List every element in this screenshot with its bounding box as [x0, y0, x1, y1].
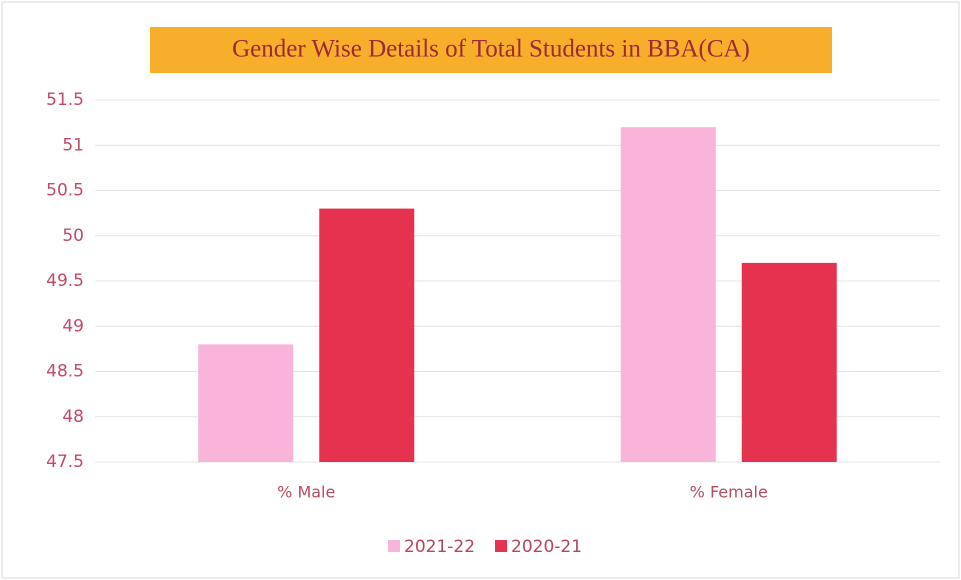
- y-tick-label: 50.5: [46, 181, 84, 201]
- legend-swatch: [495, 540, 508, 552]
- y-tick-label: 49: [62, 316, 84, 336]
- bar: [319, 208, 415, 462]
- y-tick-label: 47.5: [46, 452, 84, 472]
- bar: [620, 127, 716, 463]
- bar: [198, 344, 294, 462]
- y-tick-label: 48.5: [46, 362, 84, 382]
- legend-label: 2020-21: [511, 537, 582, 557]
- y-tick-label: 50: [62, 226, 84, 246]
- legend-swatch: [388, 540, 400, 552]
- chart-title: Gender Wise Details of Total Students in…: [232, 36, 750, 63]
- y-tick-label: 49.5: [46, 271, 84, 291]
- x-tick-label: % Female: [690, 483, 768, 502]
- y-tick-label: 51: [62, 135, 84, 155]
- legend-label: 2021-22: [404, 537, 475, 557]
- y-tick-label: 51.5: [46, 90, 84, 110]
- x-tick-label: % Male: [277, 483, 335, 502]
- title-banner: [150, 27, 832, 73]
- y-tick-label: 48: [62, 407, 84, 427]
- bar: [741, 262, 837, 462]
